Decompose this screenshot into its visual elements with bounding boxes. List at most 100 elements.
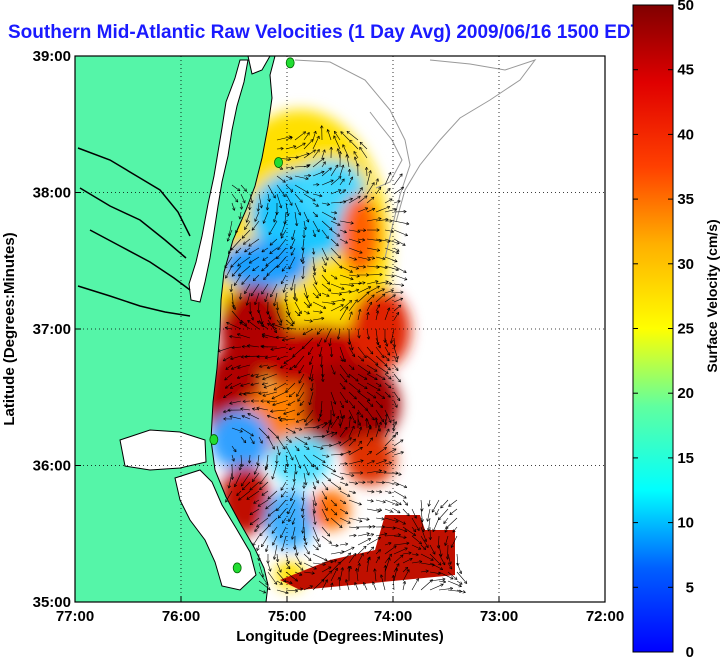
velocity-vector-head: [273, 219, 275, 223]
velocity-vector-head: [308, 376, 310, 380]
velocity-vector-head: [315, 233, 317, 237]
velocity-vector: [357, 533, 370, 537]
velocity-vector-head: [265, 265, 269, 267]
velocity-vector: [366, 256, 375, 259]
velocity-vector-head: [439, 553, 442, 557]
velocity-vector: [281, 265, 287, 272]
velocity-vector: [248, 247, 260, 255]
velocity-vector: [357, 195, 368, 204]
velocity-vector-head: [287, 159, 291, 161]
velocity-vector-head: [365, 385, 368, 389]
velocity-vector-head: [230, 249, 234, 251]
velocity-vector-head: [375, 178, 379, 181]
velocity-vector: [263, 274, 269, 280]
velocity-vector-head: [252, 480, 256, 483]
velocity-vector-head: [247, 345, 250, 348]
velocity-vector-head: [368, 286, 372, 290]
velocity-vector: [402, 499, 408, 506]
velocity-vector: [375, 400, 383, 408]
velocity-vector-head: [231, 305, 234, 308]
velocity-vector-head: [231, 345, 235, 349]
velocity-vector-head: [362, 238, 366, 241]
velocity-vector-head: [428, 537, 431, 541]
velocity-vector: [276, 580, 283, 585]
velocity-vector: [321, 579, 328, 591]
velocity-vector-head: [422, 548, 426, 550]
velocity-vector-head: [328, 281, 330, 285]
velocity-vector: [393, 373, 401, 383]
velocity-vector: [265, 463, 269, 471]
velocity-vector-head: [389, 462, 392, 465]
velocity-vector: [366, 294, 375, 303]
velocity-vector: [402, 558, 413, 564]
velocity-vector-head: [351, 311, 353, 315]
velocity-vector-head: [360, 472, 364, 475]
velocity-vector-head: [384, 533, 388, 536]
velocity-vector-head: [266, 560, 269, 564]
velocity-vector-head: [351, 425, 355, 429]
velocity-vector-head: [331, 354, 334, 358]
velocity-vector-head: [420, 541, 422, 545]
velocity-vector-head: [376, 362, 379, 366]
velocity-vector-head: [333, 216, 337, 220]
velocity-vector-head: [238, 394, 242, 396]
velocity-vector: [357, 418, 361, 426]
velocity-vector: [276, 175, 286, 183]
velocity-vector-head: [252, 543, 256, 546]
velocity-vector: [339, 364, 350, 378]
velocity-vector-head: [267, 199, 270, 202]
velocity-vector: [375, 499, 386, 503]
velocity-vector-head: [341, 164, 344, 168]
velocity-vector-head: [415, 554, 419, 557]
velocity-vector-head: [243, 243, 247, 245]
velocity-vector-head: [294, 296, 297, 300]
velocity-vector-head: [345, 154, 347, 158]
speed-blob: [220, 240, 310, 290]
velocity-vector: [357, 538, 371, 546]
velocity-vector-head: [256, 547, 258, 551]
velocity-vector-head: [382, 526, 385, 529]
velocity-vector: [420, 553, 434, 561]
velocity-vector: [239, 322, 251, 330]
velocity-vector-head: [342, 387, 346, 390]
velocity-vector: [288, 508, 296, 522]
velocity-vector: [444, 535, 449, 546]
velocity-vector-head: [242, 399, 246, 402]
velocity-vector-head: [306, 220, 309, 223]
velocity-vector-head: [370, 546, 374, 549]
velocity-vector: [244, 247, 251, 253]
velocity-vector-head: [302, 276, 305, 280]
velocity-vector: [363, 582, 368, 591]
velocity-vector-head: [353, 535, 357, 538]
velocity-vector: [411, 517, 420, 531]
velocity-vector: [375, 265, 388, 269]
velocity-vector-head: [261, 345, 265, 348]
velocity-vector: [249, 454, 251, 464]
velocity-vector-head: [329, 566, 332, 570]
velocity-vector-head: [391, 276, 395, 278]
velocity-vector: [231, 202, 235, 211]
velocity-vector: [411, 578, 419, 591]
velocity-vector-head: [389, 557, 391, 561]
velocity-vector-head: [261, 249, 264, 253]
velocity-vector: [448, 499, 458, 507]
velocity-vector: [247, 320, 260, 330]
velocity-vector: [366, 557, 370, 573]
velocity-vector: [252, 274, 260, 282]
velocity-vector: [266, 265, 278, 276]
velocity-vector-head: [270, 568, 272, 572]
velocity-vector-head: [270, 409, 274, 412]
velocity-vector-head: [332, 413, 335, 417]
velocity-vector-head: [330, 560, 334, 564]
velocity-vector-head: [304, 131, 307, 135]
velocity-vector-head: [443, 579, 447, 583]
velocity-vector: [294, 454, 301, 469]
velocity-vector-head: [399, 502, 402, 505]
velocity-vector: [384, 382, 392, 389]
velocity-vector: [456, 580, 463, 585]
velocity-vector: [281, 517, 287, 524]
velocity-vector-head: [358, 281, 362, 284]
velocity-vector-head: [395, 312, 399, 315]
velocity-vector: [321, 167, 332, 177]
velocity-vector: [259, 364, 269, 368]
